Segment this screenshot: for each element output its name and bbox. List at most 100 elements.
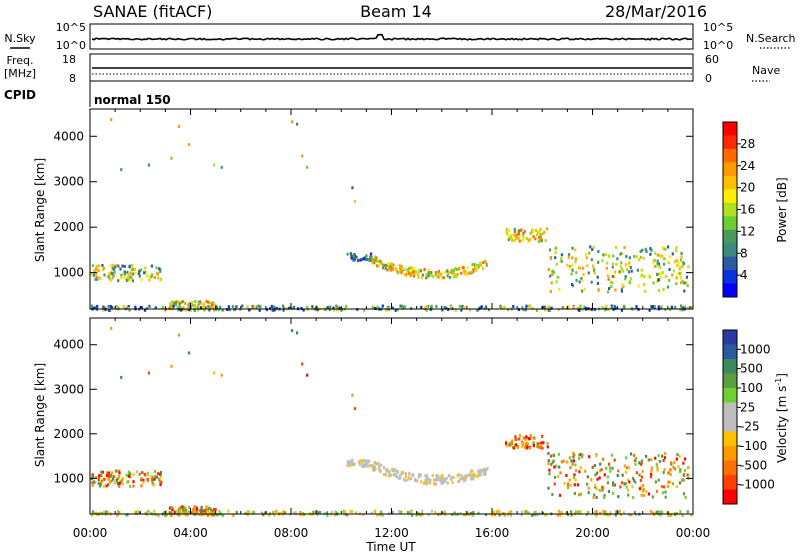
velocity-colorbar-tick-label: -100	[740, 439, 767, 453]
power-scatter-point	[453, 272, 456, 276]
velocity-scatter-point	[558, 493, 562, 497]
velocity-scatter-point	[659, 513, 663, 517]
power-scatter-point	[235, 305, 238, 309]
velocity-scatter-point	[656, 510, 659, 514]
velocity-scatter-point	[566, 482, 570, 486]
velocity-scatter-point	[439, 476, 442, 480]
velocity-scatter-point	[154, 513, 157, 517]
power-scatter-point	[101, 308, 105, 312]
velocity-scatter-point	[440, 478, 443, 482]
power-colorbar-segment	[723, 216, 737, 231]
velocity-scatter-point	[214, 508, 217, 512]
velocity-scatter-point	[586, 482, 589, 486]
velocity-scatter-point	[623, 464, 626, 468]
velocity-scatter-point	[485, 468, 488, 472]
power-scatter-point	[180, 301, 183, 305]
velocity-scatter-point	[472, 510, 475, 514]
power-scatter-point	[199, 306, 203, 310]
velocity-scatter-point	[682, 492, 686, 496]
velocity-scatter-point	[155, 475, 159, 479]
power-scatter-point	[650, 305, 653, 309]
power-scatter-point	[606, 308, 610, 312]
power-scatter-point	[471, 263, 474, 267]
power-colorbar: 28 24 20 16 12 8 4 Power [dB]	[722, 121, 789, 298]
power-scatter-point	[462, 305, 466, 309]
velocity-scatter-point	[537, 445, 541, 449]
velocity-scatter-point	[527, 511, 530, 515]
power-scatter-point	[329, 305, 332, 309]
power-scatter-point	[174, 301, 177, 305]
power-scatter-point	[326, 305, 329, 309]
power-scatter-point	[355, 255, 358, 259]
velocity-scatter-point	[649, 472, 653, 476]
velocity-scatter-point	[557, 452, 560, 456]
power-scatter-point	[143, 308, 147, 312]
velocity-scatter-point	[640, 459, 644, 463]
velocity-scatter-point	[196, 510, 199, 514]
power-scatter-point	[540, 239, 543, 243]
velocity-scatter-point	[642, 493, 646, 497]
velocity-scatter-point	[358, 462, 362, 466]
velocity-scatter-point	[175, 510, 178, 514]
velocity-scatter-point	[548, 468, 551, 472]
cpid-panel: CPID normal 150	[4, 81, 171, 107]
power-scatter-point	[94, 273, 98, 277]
velocity-scatter-point	[530, 513, 534, 517]
power-scatter-point	[443, 306, 446, 310]
freq-label-line2: [MHz]	[4, 67, 36, 80]
power-scatter-point	[513, 238, 516, 242]
velocity-scatter-point	[650, 466, 653, 470]
power-scatter-point	[396, 271, 399, 275]
velocity-scatter-point	[559, 471, 562, 475]
velocity-scatter-point	[626, 466, 629, 470]
power-scatter-point	[410, 306, 413, 310]
power-colorbar-label: Power [dB]	[775, 177, 789, 242]
power-scatter-point	[510, 237, 513, 241]
power-scatter-point	[403, 305, 406, 309]
velocity-scatter-point	[601, 485, 604, 489]
velocity-colorbar-tick-label: 25	[740, 400, 755, 414]
power-scatter-point	[635, 255, 638, 259]
power-scatter-point	[523, 229, 526, 233]
velocity-scatter-point	[98, 484, 102, 488]
power-scatter-point	[112, 274, 115, 278]
power-scatter-point	[140, 278, 143, 282]
power-scatter-point	[387, 262, 390, 266]
power-scatter-point	[685, 275, 689, 279]
power-scatter-point	[374, 306, 377, 310]
power-scatter-point	[148, 304, 151, 308]
power-scatter-point	[202, 304, 205, 308]
power-scatter-point	[549, 257, 553, 261]
velocity-scatter-point	[523, 445, 527, 449]
velocity-scatter-point	[325, 511, 329, 515]
velocity-scatter-point	[534, 513, 537, 517]
power-scatter-point	[110, 271, 114, 275]
velocity-scatter-point	[650, 458, 653, 462]
velocity-scatter-point	[440, 473, 444, 477]
power-scatter-point	[338, 306, 341, 310]
power-scatter-point	[131, 267, 135, 271]
velocity-scatter-point	[152, 482, 155, 486]
velocity-scatter-point	[655, 463, 658, 467]
power-scatter-point	[611, 265, 614, 269]
velocity-scatter-point	[655, 489, 659, 493]
power-scatter-point	[360, 257, 364, 261]
velocity-scatter-point	[118, 510, 121, 514]
velocity-scatter-point	[479, 473, 482, 477]
power-scatter-point	[605, 304, 608, 308]
velocity-scatter-point	[674, 467, 677, 471]
velocity-scatter-point	[110, 471, 113, 475]
power-scatter-point	[467, 272, 470, 276]
velocity-scatter-point	[462, 477, 465, 481]
power-scatter-point	[463, 272, 466, 276]
power-scatter-point	[625, 254, 628, 258]
power-scatter-point	[597, 249, 600, 253]
power-scatter-point	[145, 306, 148, 310]
power-scatter-point	[579, 304, 582, 308]
velocity-scatter-point	[568, 478, 571, 482]
power-scatter-point	[517, 232, 521, 236]
power-colorbar-segment	[723, 202, 737, 217]
velocity-scatter-point	[112, 475, 115, 479]
velocity-scatter-point	[455, 513, 458, 517]
power-scatter-point	[353, 258, 356, 262]
